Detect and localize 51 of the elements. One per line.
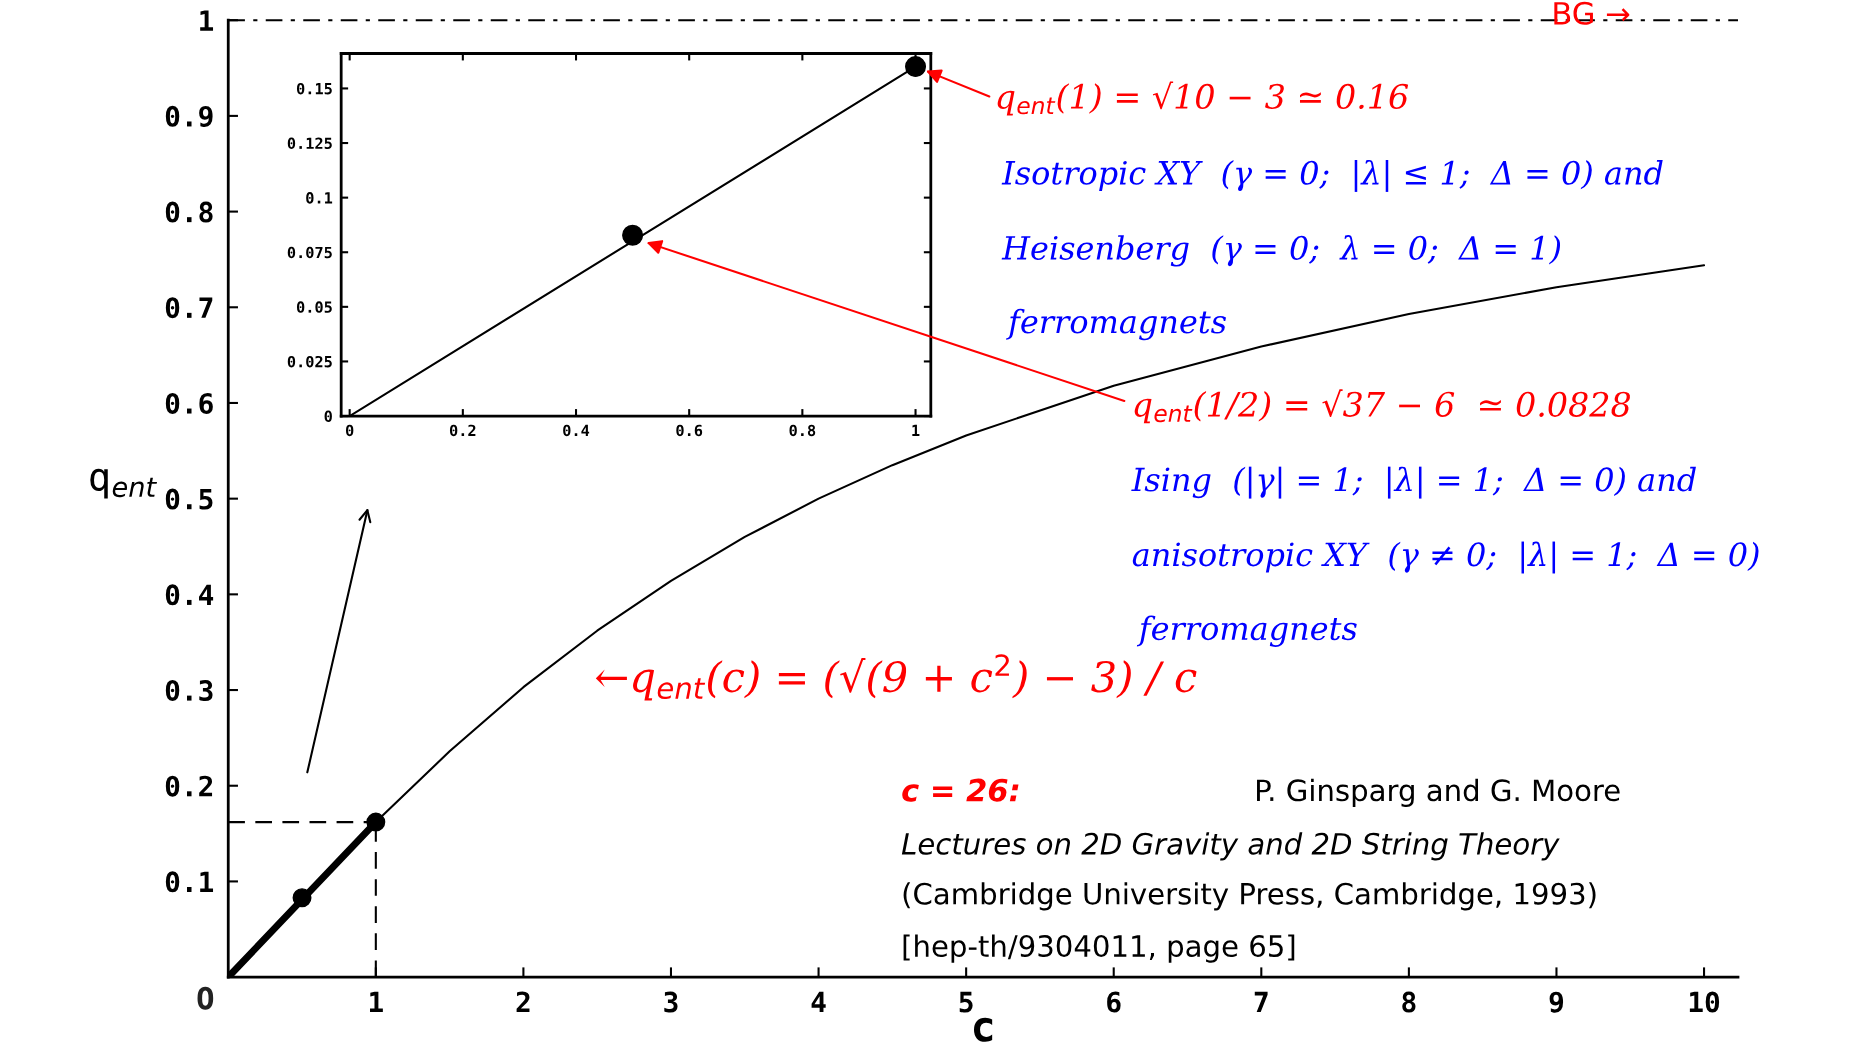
- x-tick-label: 1: [912, 424, 920, 436]
- annotation: Heisenberg (γ = 0; λ = 0; Δ = 1): [1001, 235, 1561, 267]
- x-tick-label: 8: [1402, 991, 1416, 1013]
- annotation: Lectures on 2D Gravity and 2D String Theory: [901, 832, 1560, 861]
- y-tick-label: 0.125: [287, 137, 332, 150]
- x-tick-label: 7: [1254, 991, 1268, 1013]
- annotation: anisotropic XY (γ ≠ 0; |λ| = 1; Δ = 0): [1132, 541, 1759, 574]
- annotation: ferromagnets: [1006, 308, 1226, 341]
- y-tick-label: 0.15: [296, 82, 332, 95]
- x-axis-title: c: [973, 1017, 993, 1042]
- y-tick-label: 0.3: [165, 679, 213, 701]
- y-tick-label: 0.5: [165, 488, 213, 510]
- annotation: ferromagnets: [1136, 615, 1357, 647]
- y-axis-title: q$_{ent}$: [90, 468, 158, 499]
- x-tick-label: 6: [1107, 991, 1121, 1013]
- y-tick-label: 0.8: [165, 201, 213, 223]
- x-tick-label: 0: [345, 424, 354, 437]
- annotation: BG →: [1554, 1, 1630, 25]
- x-tick-label: 1: [370, 991, 383, 1013]
- annotation: ←q$_{ent}$(c) = (√(9 + c$^{2}$) − 3) / c: [595, 654, 1197, 701]
- annotation: Isotropic XY (γ = 0; |λ| ≤ 1; Δ = 0) and: [1001, 159, 1663, 192]
- y-tick-label: 1: [200, 10, 214, 31]
- x-tick-label: 0.2: [449, 424, 476, 437]
- x-tick-label: 0.8: [789, 424, 816, 437]
- y-tick-label: 0.2: [165, 775, 213, 797]
- y-tick-label: 0.025: [287, 355, 332, 368]
- y-tick-label: 0.05: [296, 301, 332, 313]
- annotation: Ising (|γ| = 1; |λ| = 1; Δ = 0) and: [1131, 466, 1696, 499]
- annotation: P. Ginsparg and G. Moore: [1257, 778, 1620, 807]
- annotation: [hep-th/9304011, page 65]: [903, 934, 1295, 963]
- x-tick-label: 4: [811, 991, 826, 1013]
- y-tick-label: 0.7: [165, 297, 213, 319]
- x-tick-label: 2: [516, 991, 530, 1013]
- x-tick-label: 10: [1689, 991, 1720, 1013]
- annotation: (Cambridge University Press, Cambridge, 1993): [903, 882, 1596, 911]
- y-tick-label: 0.4: [165, 584, 214, 606]
- y-tick-label: 0.9: [165, 105, 213, 127]
- annotation: q$_{ent}$(1) = √10 − 3 ≃ 0.16: [997, 81, 1409, 116]
- annotation: q$_{ent}$(1/2) = √37 − 6 ≃ 0.0828: [1134, 389, 1631, 424]
- text: O: [197, 986, 214, 1010]
- y-tick-label: 0.075: [287, 246, 332, 259]
- y-tick-label: 0.6: [165, 392, 213, 414]
- y-tick-label: 0.1: [306, 192, 333, 204]
- y-tick-label: 0: [324, 410, 332, 423]
- x-tick-label: 0.4: [563, 424, 590, 437]
- x-tick-label: 3: [664, 991, 678, 1013]
- x-tick-label: 9: [1549, 991, 1564, 1013]
- y-tick-label: 0.1: [165, 871, 214, 893]
- x-tick-label: 5: [959, 991, 973, 1013]
- x-tick-label: 0.6: [676, 424, 703, 437]
- annotation: c = 26:: [902, 778, 1019, 802]
